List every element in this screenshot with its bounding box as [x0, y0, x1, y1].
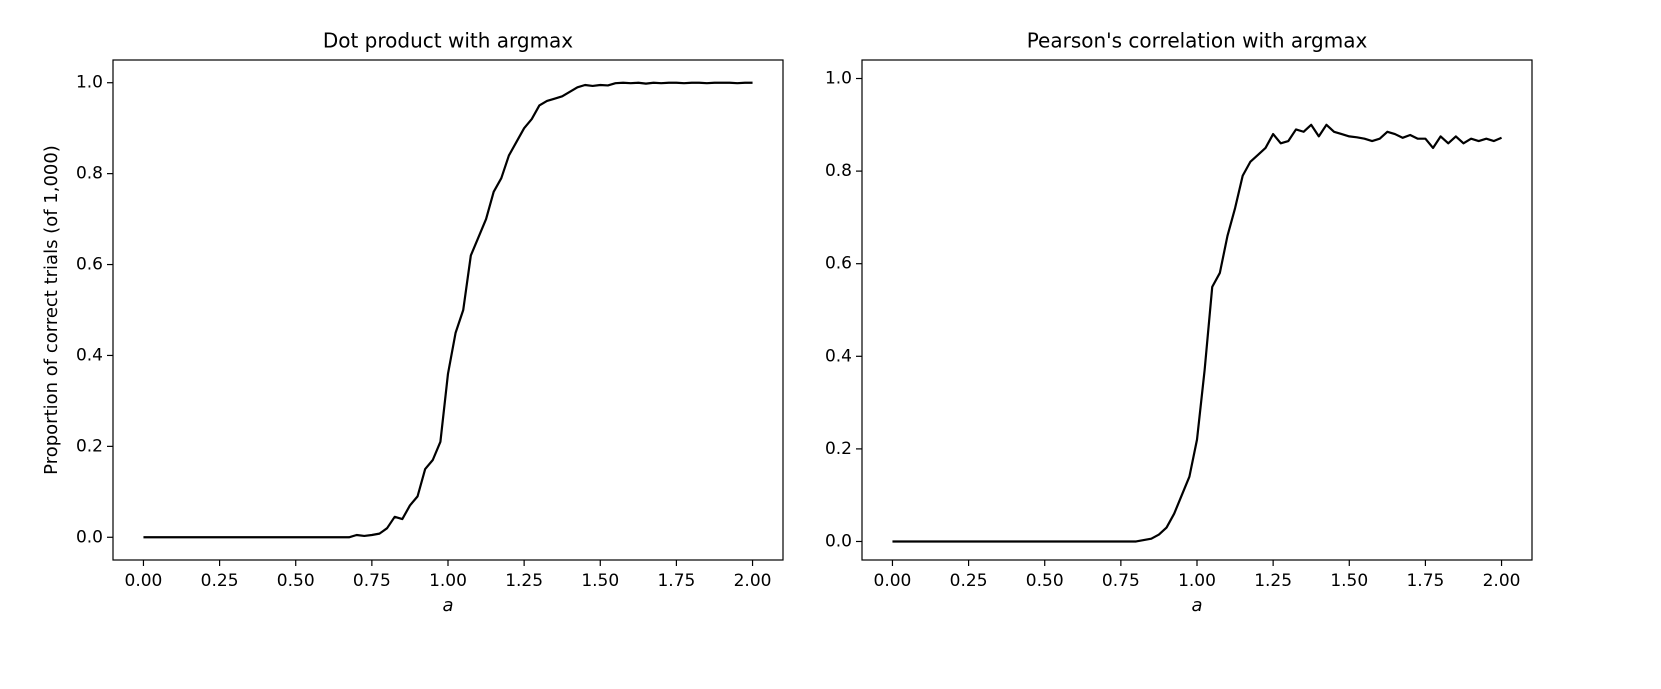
x-tick-label: 1.25: [1254, 571, 1292, 591]
x-tick-label: 0.50: [1026, 571, 1064, 591]
y-axis-label: Proportion of correct trials (of 1,000): [41, 145, 62, 475]
x-axis-label: a: [442, 595, 453, 616]
x-tick-label: 1.50: [581, 571, 619, 591]
x-tick-label: 0.25: [950, 571, 988, 591]
y-tick-label: 0.0: [825, 531, 852, 551]
x-tick-label: 1.00: [429, 571, 467, 591]
x-tick-label: 0.75: [1102, 571, 1140, 591]
chart-title: Dot product with argmax: [323, 29, 573, 53]
x-axis-label: a: [1191, 595, 1202, 616]
x-tick-label: 0.75: [353, 571, 391, 591]
x-tick-label: 1.25: [505, 571, 543, 591]
y-tick-label: 1.0: [825, 69, 852, 89]
y-tick-label: 0.0: [76, 527, 103, 547]
x-tick-label: 2.00: [734, 571, 772, 591]
y-tick-label: 0.2: [76, 436, 103, 456]
y-tick-label: 0.2: [825, 439, 852, 459]
axes-frame: [112, 59, 784, 561]
data-line: [892, 123, 1502, 543]
x-tick-label: 0.25: [201, 571, 239, 591]
x-tick-label: 1.75: [1406, 571, 1444, 591]
y-tick-label: 0.8: [76, 164, 103, 184]
y-tick-label: 0.6: [825, 254, 852, 274]
x-tick-label: 0.00: [125, 571, 163, 591]
x-tick-label: 1.50: [1330, 571, 1368, 591]
x-tick-label: 2.00: [1483, 571, 1521, 591]
x-tick-label: 1.00: [1178, 571, 1216, 591]
x-tick-label: 1.75: [657, 571, 695, 591]
y-tick-label: 1.0: [76, 73, 103, 93]
x-tick-label: 0.50: [277, 571, 315, 591]
y-tick-label: 0.4: [76, 345, 103, 365]
y-tick-label: 0.4: [825, 346, 852, 366]
y-tick-label: 0.8: [825, 161, 852, 181]
y-tick-label: 0.6: [76, 255, 103, 275]
axes-frame: [861, 59, 1533, 561]
data-line: [143, 81, 753, 539]
chart-title: Pearson's correlation with argmax: [1027, 29, 1368, 53]
x-tick-label: 0.00: [874, 571, 912, 591]
